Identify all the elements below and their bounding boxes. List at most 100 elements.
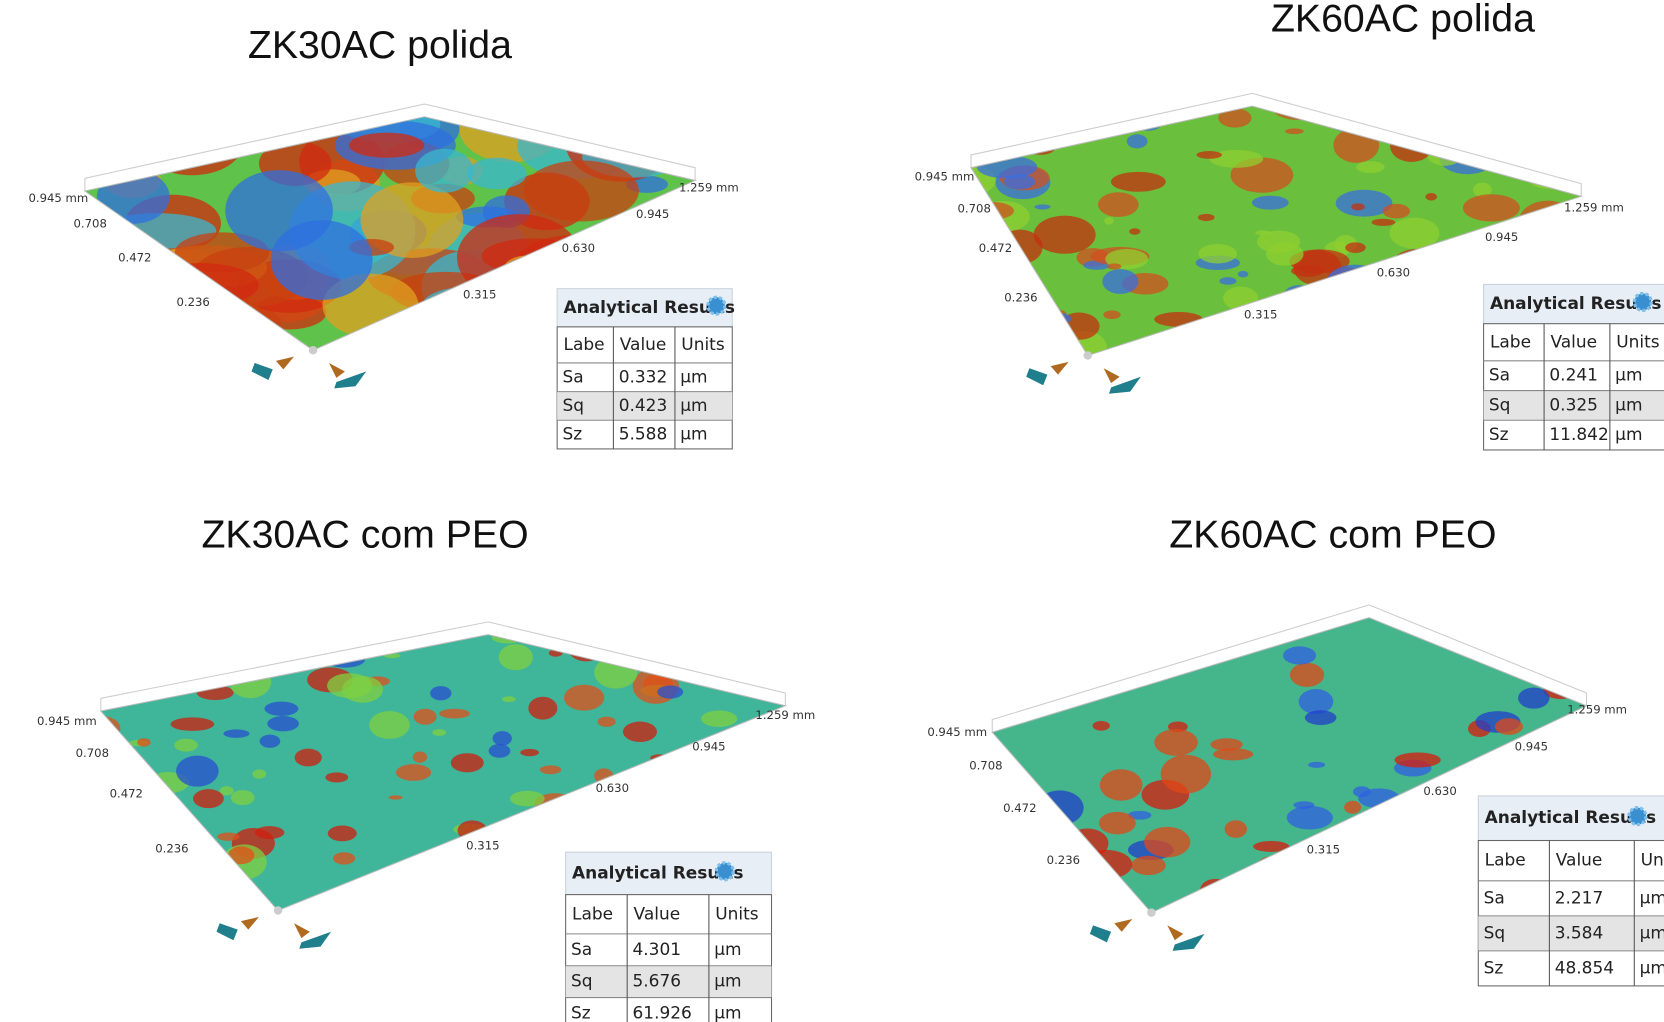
column-header: Value <box>1550 332 1597 352</box>
table-cell: 11.842 <box>1549 425 1608 445</box>
column-header: Units <box>1641 851 1664 871</box>
orientation-icon <box>276 357 294 370</box>
table-cell: µm <box>1615 395 1642 415</box>
table-cell: Sz <box>571 1003 591 1022</box>
x-axis-label: 0.945 <box>636 207 669 221</box>
table-cell: µm <box>1640 923 1664 943</box>
x-axis-label: 1.259 mm <box>755 708 815 722</box>
results-table: Analytical ResultsLabeValueUnitsSa2.217µ… <box>1478 796 1664 986</box>
table-cell: µm <box>680 425 707 445</box>
y-axis-label: 0.236 <box>1047 853 1080 867</box>
table-cell: 3.584 <box>1555 923 1604 943</box>
origin-dot <box>1084 351 1092 359</box>
orientation-icon <box>1090 925 1111 942</box>
table-cell: Sq <box>562 396 584 416</box>
settings-icon <box>1629 808 1646 825</box>
table-cell: 5.588 <box>619 425 668 445</box>
table-cell: 4.301 <box>632 940 681 960</box>
orientation-icon <box>329 363 345 378</box>
table-cell: Sa <box>1489 366 1510 386</box>
settings-icon <box>716 863 733 880</box>
table-cell: Sa <box>562 367 583 387</box>
table-cell: Sq <box>571 972 593 992</box>
origin-dot <box>1147 908 1155 916</box>
orientation-icon <box>1167 925 1183 940</box>
table-cell: 0.241 <box>1549 366 1598 386</box>
table-cell: µm <box>714 1003 741 1022</box>
panel-title: ZK60AC com PEO <box>1169 512 1496 556</box>
column-header: Labe <box>1490 332 1531 352</box>
table-cell: µm <box>680 367 707 387</box>
x-axis-label: 0.630 <box>1377 265 1410 279</box>
y-axis-label: 0.708 <box>74 216 107 230</box>
x-axis-label: 0.315 <box>466 838 499 852</box>
column-header: Value <box>620 335 667 355</box>
x-axis-label: 0.315 <box>1307 843 1340 857</box>
table-cell: Sq <box>1484 923 1506 943</box>
y-axis-label: 0.945 mm <box>915 170 975 184</box>
table-cell: Sq <box>1489 395 1511 415</box>
table-cell: 48.854 <box>1555 958 1614 978</box>
x-axis-label: 0.630 <box>596 781 629 795</box>
results-table: Analytical ResultsLabeValueUnitsSa0.332µ… <box>557 289 735 449</box>
orientation-icon <box>252 363 273 380</box>
table-cell: µm <box>714 940 741 960</box>
x-axis-label: 0.315 <box>1244 308 1277 322</box>
settings-icon <box>1634 293 1651 310</box>
orientation-icon <box>1026 368 1047 385</box>
column-header: Labe <box>564 335 605 355</box>
table-cell: Sz <box>562 425 582 445</box>
panel: ZK60AC com PEO 0.945 mm 0.708 0.472 0.236 0.3… <box>927 512 1664 986</box>
table-cell: µm <box>1640 958 1664 978</box>
y-axis-label: 0.236 <box>176 295 209 309</box>
y-axis-label: 0.236 <box>1004 291 1037 305</box>
y-axis-label: 0.472 <box>1003 801 1036 815</box>
column-header: Value <box>634 904 681 924</box>
orientation-icon <box>1104 368 1120 383</box>
x-axis-label: 1.259 mm <box>679 180 739 194</box>
x-axis-label: 0.945 <box>1515 740 1548 754</box>
table-cell: Sa <box>1484 888 1505 908</box>
y-axis-label: 0.945 mm <box>927 725 987 739</box>
x-axis-label: 0.945 <box>1485 230 1518 244</box>
y-axis-label: 0.708 <box>969 759 1002 773</box>
column-header: Units <box>1616 332 1660 352</box>
table-cell: 0.332 <box>619 367 668 387</box>
column-header: Value <box>1556 851 1603 871</box>
y-axis-label: 0.236 <box>155 842 188 856</box>
x-axis-label: 0.315 <box>463 288 496 302</box>
table-cell: 5.676 <box>632 972 681 992</box>
x-axis-label: 1.259 mm <box>1567 702 1627 716</box>
orientation-icon <box>1051 362 1069 375</box>
column-header: Units <box>715 904 759 924</box>
orientation-icon <box>216 923 237 940</box>
x-axis-label: 0.630 <box>562 241 595 255</box>
page: {"panels": [ {"title": "ZK30AC polida", … <box>0 0 1664 1022</box>
table-cell: µm <box>1615 425 1642 445</box>
panel-title: ZK30AC polida <box>248 23 512 67</box>
table-cell: µm <box>1615 366 1642 386</box>
table-cell: Sz <box>1484 958 1504 978</box>
y-axis-label: 0.472 <box>110 786 143 800</box>
origin-dot <box>309 346 317 354</box>
table-cell: 2.217 <box>1555 888 1604 908</box>
column-header: Labe <box>1485 851 1526 871</box>
table-cell: 61.926 <box>632 1003 691 1022</box>
column-header: Labe <box>572 904 613 924</box>
table-cell: Sz <box>1489 425 1509 445</box>
settings-icon <box>708 297 725 314</box>
y-axis-label: 0.708 <box>76 746 109 760</box>
y-axis-label: 0.945 mm <box>28 191 88 205</box>
table-cell: Sa <box>571 940 592 960</box>
column-header: Units <box>681 335 725 355</box>
table-cell: µm <box>1640 888 1664 908</box>
x-axis-label: 1.259 mm <box>1564 201 1624 215</box>
panel-title: ZK30AC com PEO <box>201 512 528 556</box>
figure: ZK30AC polida 0.945 mm 0.708 0.472 0.236 0.31… <box>0 0 1664 1022</box>
x-axis-label: 0.945 <box>692 740 725 754</box>
y-axis-label: 0.472 <box>118 250 151 264</box>
results-table: Analytical ResultsLabeValueUnitsSa4.301µ… <box>566 852 772 1022</box>
